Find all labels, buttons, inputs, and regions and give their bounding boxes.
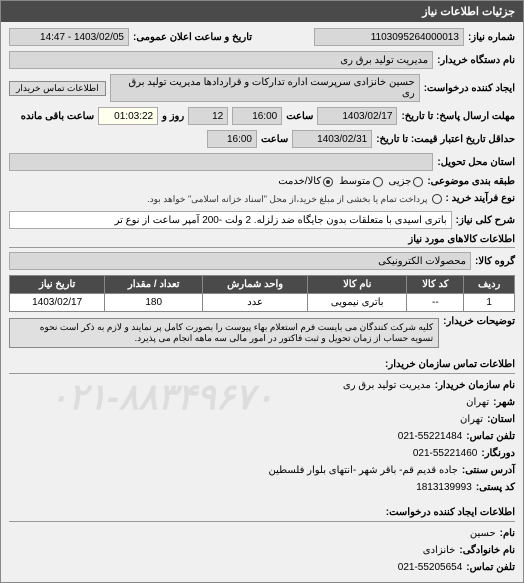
radio-partial-label: جزیی [389,176,412,187]
valid-until-time: 16:00 [207,130,257,148]
buyer-desc-label: توضیحات خریدار: [443,316,515,327]
radio-medium[interactable]: متوسط [339,176,382,187]
remain-time: 01:03:22 [98,107,158,125]
cfamily-label: نام خانوادگی: [459,542,515,559]
th-row: ردیف [464,276,515,294]
hour-label-2: ساعت [261,134,288,145]
addr-label: آدرس سنتی: [462,462,515,479]
th-code: کد کالا [407,276,464,294]
addr-value: جاده قدیم قم- باقر شهر -انتهای بلوار فلس… [269,462,458,479]
org-value: مدیریت تولید برق ری [343,377,431,394]
goods-table: ردیف کد کالا نام کالا واحد شمارش تعداد /… [9,275,515,312]
radio-medium-label: متوسط [339,176,370,187]
ctel-label: تلفن تماس: [466,559,515,576]
radio-partial[interactable]: جزیی [389,176,424,187]
group-field: محصولات الکترونیکی [9,252,471,270]
delivery-place-label: استان محل تحویل: [437,157,515,168]
resp-until-date: 1403/02/17 [317,107,397,125]
td-qty: 180 [105,294,203,312]
subj-class-radios: جزیی متوسط کالا/خدمت [278,176,423,187]
post-label: کد پستی: [476,479,515,496]
radio-all-label: کالا/خدمت [278,176,321,187]
prov-value: تهران [460,411,483,428]
subj-class-label: طبقه بندی موضوعی: [427,176,515,187]
resp-until-time: 16:00 [232,107,282,125]
requester-field: حسین خانزادی سرپرست اداره تدارکات و قرار… [110,74,420,102]
td-need-date: 1403/02/17 [10,294,105,312]
valid-until-label: حداقل تاریخ اعتبار قیمت: تا تاریخ: [376,134,515,145]
ann-date-field: 1403/02/05 - 14:47 [9,28,129,46]
th-unit: واحد شمارش [203,276,308,294]
delivery-place-field [9,153,433,171]
ann-date-label: تاریخ و ساعت اعلان عمومی: [133,32,252,43]
table-row: 1 -- باتری نیمویی عدد 180 1403/02/17 [10,294,515,312]
td-unit: عدد [203,294,308,312]
buyer-desc-box: کلیه شرکت کنندگان می بایست فرم استعلام ب… [9,318,439,348]
buyer-dev-label: نام دستگاه خریدار: [437,55,515,66]
th-name: نام کالا [308,276,407,294]
proc-note: پرداخت تمام یا بخشی از مبلغ خرید،از محل … [147,194,427,205]
cname-value: حسین [470,525,496,542]
panel-title: جزئیات اطلاعات نیاز [1,1,523,22]
contact-section-title: اطلاعات تماس سازمان خریدار: [9,356,515,374]
proc-type-label: نوع فرآیند خرید : [446,193,515,204]
prov-label: استان: [487,411,515,428]
days-label: روز و [162,111,184,122]
requester-label: ایجاد کننده درخواست: [424,83,515,94]
cname-label: نام: [500,525,515,542]
hour-label-1: ساعت [286,111,313,122]
fax-value: 021-55221460 [413,445,478,462]
req-no-label: شماره نیاز: [468,32,515,43]
ctel-value: 021-55205654 [398,559,463,576]
valid-until-date: 1403/02/31 [292,130,372,148]
td-row: 1 [464,294,515,312]
remain-label: ساعت باقی مانده [21,111,94,122]
group-label: گروه کالا: [475,256,515,267]
cfamily-value: خانزادی [423,542,456,559]
th-need-date: تاریخ نیاز [10,276,105,294]
city-label: شهر: [493,394,515,411]
overall-desc-field: باتری اسیدی با متعلقات بدون جایگاه ضد زل… [9,211,452,229]
goods-section-title: اطلاعات کالاهای مورد نیاز [9,234,515,248]
req-no-field: 1103095264000013 [314,28,464,46]
fax-label: دورنگار: [481,445,515,462]
td-name: باتری نیمویی [308,294,407,312]
td-code: -- [407,294,464,312]
days-field: 12 [188,107,228,125]
radio-proc[interactable] [432,194,442,204]
resp-until-label: مهلت ارسال پاسخ: تا تاریخ: [401,111,515,122]
th-qty: تعداد / مقدار [105,276,203,294]
buyer-dev-field: مدیریت تولید برق ری [9,51,433,69]
tel-value: 021-55221484 [398,428,463,445]
org-label: نام سازمان خریدار: [435,377,515,394]
post-value: 1813139993 [416,479,472,496]
creator-section-title: اطلاعات ایجاد کننده درخواست: [9,504,515,522]
overall-desc-label: شرح کلی نیاز: [456,215,515,226]
radio-all[interactable]: کالا/خدمت [278,176,333,187]
tel-label: تلفن تماس: [466,428,515,445]
contact-buyer-button[interactable]: اطلاعات تماس خریدار [9,81,106,96]
city-value: تهران [466,394,489,411]
